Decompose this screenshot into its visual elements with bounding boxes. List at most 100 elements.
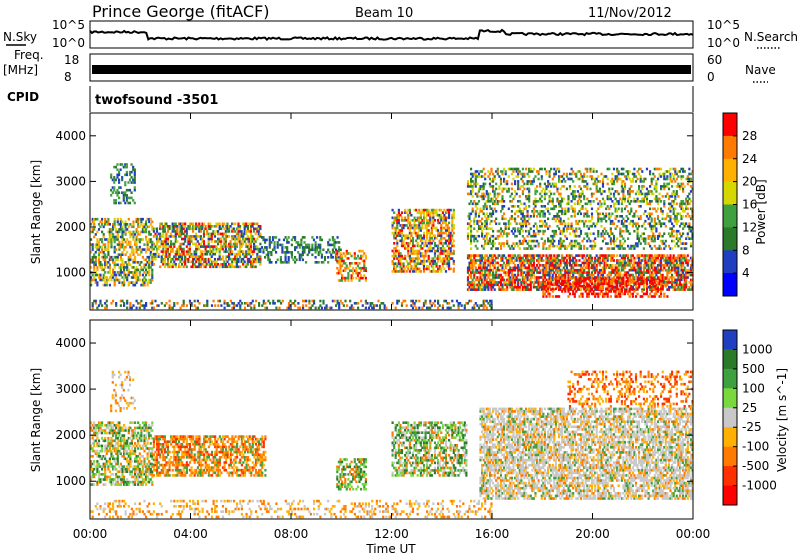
echo-cell	[559, 271, 562, 274]
echo-cell	[506, 180, 509, 183]
echo-cell	[360, 266, 363, 270]
echo-cell	[213, 263, 217, 266]
echo-cell	[322, 248, 325, 252]
echo-cell	[259, 227, 262, 231]
echo-cell	[473, 276, 476, 279]
echo-cell	[427, 259, 430, 263]
echo-cell	[430, 247, 433, 250]
echo-cell	[639, 276, 642, 279]
echo-cell	[531, 182, 534, 186]
echo-cell	[422, 216, 426, 220]
echo-cell	[177, 257, 181, 261]
echo-cell	[231, 227, 234, 231]
echo-cell	[331, 238, 334, 242]
echo-cell	[238, 237, 242, 241]
echo-cell	[479, 283, 482, 287]
echo-cell	[488, 239, 492, 243]
echo-cell	[559, 247, 562, 250]
echo-cell	[405, 270, 408, 273]
echo-cell	[518, 200, 521, 203]
echo-cell	[416, 262, 419, 265]
echo-cell	[595, 268, 598, 272]
echo-cell	[212, 265, 215, 269]
echo-cell	[185, 265, 188, 269]
echo-cell	[199, 255, 202, 258]
echo-cell	[248, 237, 251, 241]
echo-cell	[400, 216, 404, 220]
echo-cell	[509, 266, 512, 270]
echo-cell	[446, 208, 449, 212]
echo-cell	[94, 217, 97, 221]
echo-cell	[273, 243, 276, 247]
echo-cell	[355, 262, 358, 265]
echo-cell	[432, 267, 435, 271]
echo-cell	[589, 175, 592, 178]
echo-cell	[611, 266, 614, 270]
echo-cell	[672, 256, 675, 260]
echo-cell	[579, 264, 583, 267]
echo-cell	[581, 261, 584, 265]
echo-cell	[430, 249, 433, 253]
echo-cell	[399, 257, 402, 260]
echo-cell	[444, 257, 448, 260]
echo-cell	[116, 271, 119, 274]
echo-cell	[474, 172, 477, 176]
echo-cell	[308, 246, 311, 249]
echo-cell	[202, 252, 206, 256]
echo-cell	[575, 195, 578, 198]
echo-cell	[246, 230, 249, 233]
echo-cell	[636, 254, 639, 257]
echo-cell	[481, 283, 484, 287]
echo-cell	[548, 281, 551, 284]
echo-cell	[251, 235, 254, 238]
echo-cell	[493, 190, 496, 193]
echo-cell	[506, 234, 509, 238]
echo-cell	[422, 259, 426, 263]
echo-cell	[518, 170, 521, 173]
echo-cell	[561, 210, 564, 213]
echo-cell	[148, 271, 151, 274]
echo-cell	[429, 244, 432, 248]
echo-cell	[426, 224, 429, 227]
echo-cell	[279, 243, 282, 247]
echo-cell	[104, 238, 107, 241]
echo-cell	[275, 261, 278, 264]
echo-cell	[514, 285, 517, 289]
echo-cell	[198, 257, 201, 261]
echo-cell	[317, 261, 320, 264]
echo-cell	[564, 207, 567, 211]
echo-cell	[248, 222, 251, 226]
echo-cell	[559, 175, 562, 178]
echo-cell	[339, 248, 342, 252]
echo-cell	[133, 186, 136, 189]
echo-cell	[311, 236, 314, 239]
echo-cell	[452, 224, 455, 227]
echo-cell	[496, 268, 499, 272]
echo-cell	[510, 271, 513, 274]
echo-cell	[394, 236, 397, 240]
echo-cell	[691, 266, 694, 270]
echo-cell	[572, 210, 575, 213]
echo-cell	[482, 182, 485, 186]
echo-cell	[521, 172, 524, 176]
echo-cell	[581, 205, 584, 208]
echo-cell	[666, 273, 669, 277]
echo-cell	[630, 256, 633, 260]
echo-cell	[545, 222, 548, 225]
echo-cell	[468, 288, 471, 291]
echo-cell	[391, 226, 394, 230]
echo-cell	[542, 268, 545, 272]
echo-cell	[405, 219, 408, 222]
echo-cell	[680, 273, 683, 277]
echo-cell	[619, 232, 622, 235]
echo-cell	[195, 250, 198, 253]
echo-cell	[240, 235, 243, 238]
echo-cell	[562, 273, 565, 277]
echo-cell	[476, 239, 479, 243]
echo-cell	[196, 247, 199, 251]
echo-cell	[137, 278, 140, 282]
echo-cell	[93, 217, 96, 221]
echo-cell	[125, 165, 128, 169]
echo-cell	[124, 194, 127, 197]
echo-cell	[132, 273, 135, 277]
